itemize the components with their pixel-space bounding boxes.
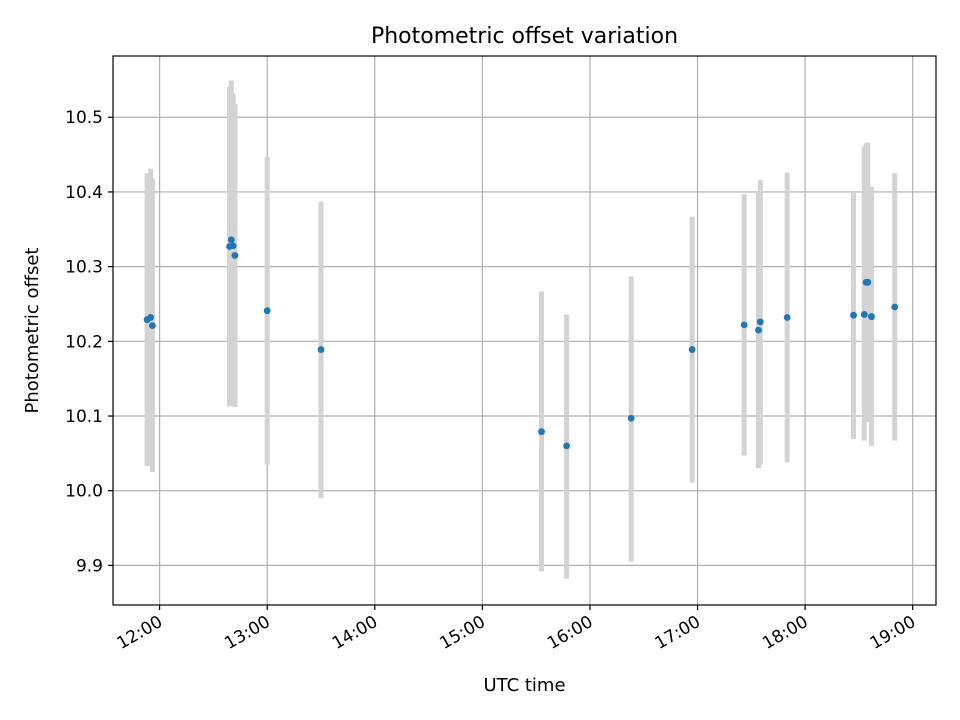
data-point — [868, 313, 875, 321]
y-tick-label: 10.4 — [65, 183, 103, 203]
data-point — [864, 278, 872, 286]
y-axis: 9.9 10.0 10.1 10.2 10.3 10.4 10.5 — [65, 108, 113, 576]
data-point — [231, 252, 239, 259]
data-point — [563, 442, 571, 450]
data-point — [860, 311, 868, 318]
data-points — [143, 236, 899, 450]
y-tick-label: 9.9 — [76, 556, 103, 576]
data-point — [755, 326, 762, 334]
data-point — [538, 428, 545, 436]
y-axis-label: Photometric offset — [22, 248, 43, 414]
data-point — [227, 236, 235, 244]
data-point — [149, 322, 156, 330]
y-tick-label: 10.5 — [65, 108, 103, 128]
data-point — [756, 318, 764, 326]
y-tick-label: 10.2 — [65, 332, 103, 352]
y-tick-label: 10.3 — [65, 258, 103, 278]
data-point — [688, 346, 696, 353]
data-point — [850, 311, 857, 319]
data-point — [891, 303, 899, 311]
data-point — [740, 321, 748, 329]
data-point — [147, 314, 155, 321]
data-point — [229, 242, 237, 250]
chart-title: Photometric offset variation — [371, 24, 678, 49]
data-point — [263, 307, 271, 315]
y-tick-label: 10.1 — [65, 407, 103, 427]
y-tick-label: 10.0 — [65, 482, 103, 502]
x-axis-label: UTC time — [483, 675, 565, 696]
data-point — [627, 414, 635, 422]
data-point — [783, 314, 791, 321]
data-point — [317, 346, 325, 353]
grid — [113, 56, 936, 605]
plot-frame — [112, 55, 937, 606]
